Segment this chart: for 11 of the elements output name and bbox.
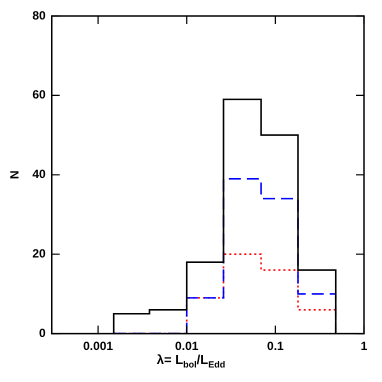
x-tick-label: 0.01 xyxy=(175,339,199,354)
y-tick-label: 20 xyxy=(32,246,46,261)
x-tick-label: 1 xyxy=(360,339,368,354)
x-axis-title: λ= L$_{bol}$/L$_{Edd}$ xyxy=(156,352,226,370)
y-tick-label: 0 xyxy=(39,326,46,340)
y-tick-label: 80 xyxy=(32,8,46,22)
x-tick-label: 0.001 xyxy=(83,339,114,354)
y-axis-title: N xyxy=(8,170,22,180)
x-tick-label: 0.1 xyxy=(267,339,284,354)
y-tick-label: 40 xyxy=(32,167,46,182)
y-tick-label: 60 xyxy=(32,88,46,102)
